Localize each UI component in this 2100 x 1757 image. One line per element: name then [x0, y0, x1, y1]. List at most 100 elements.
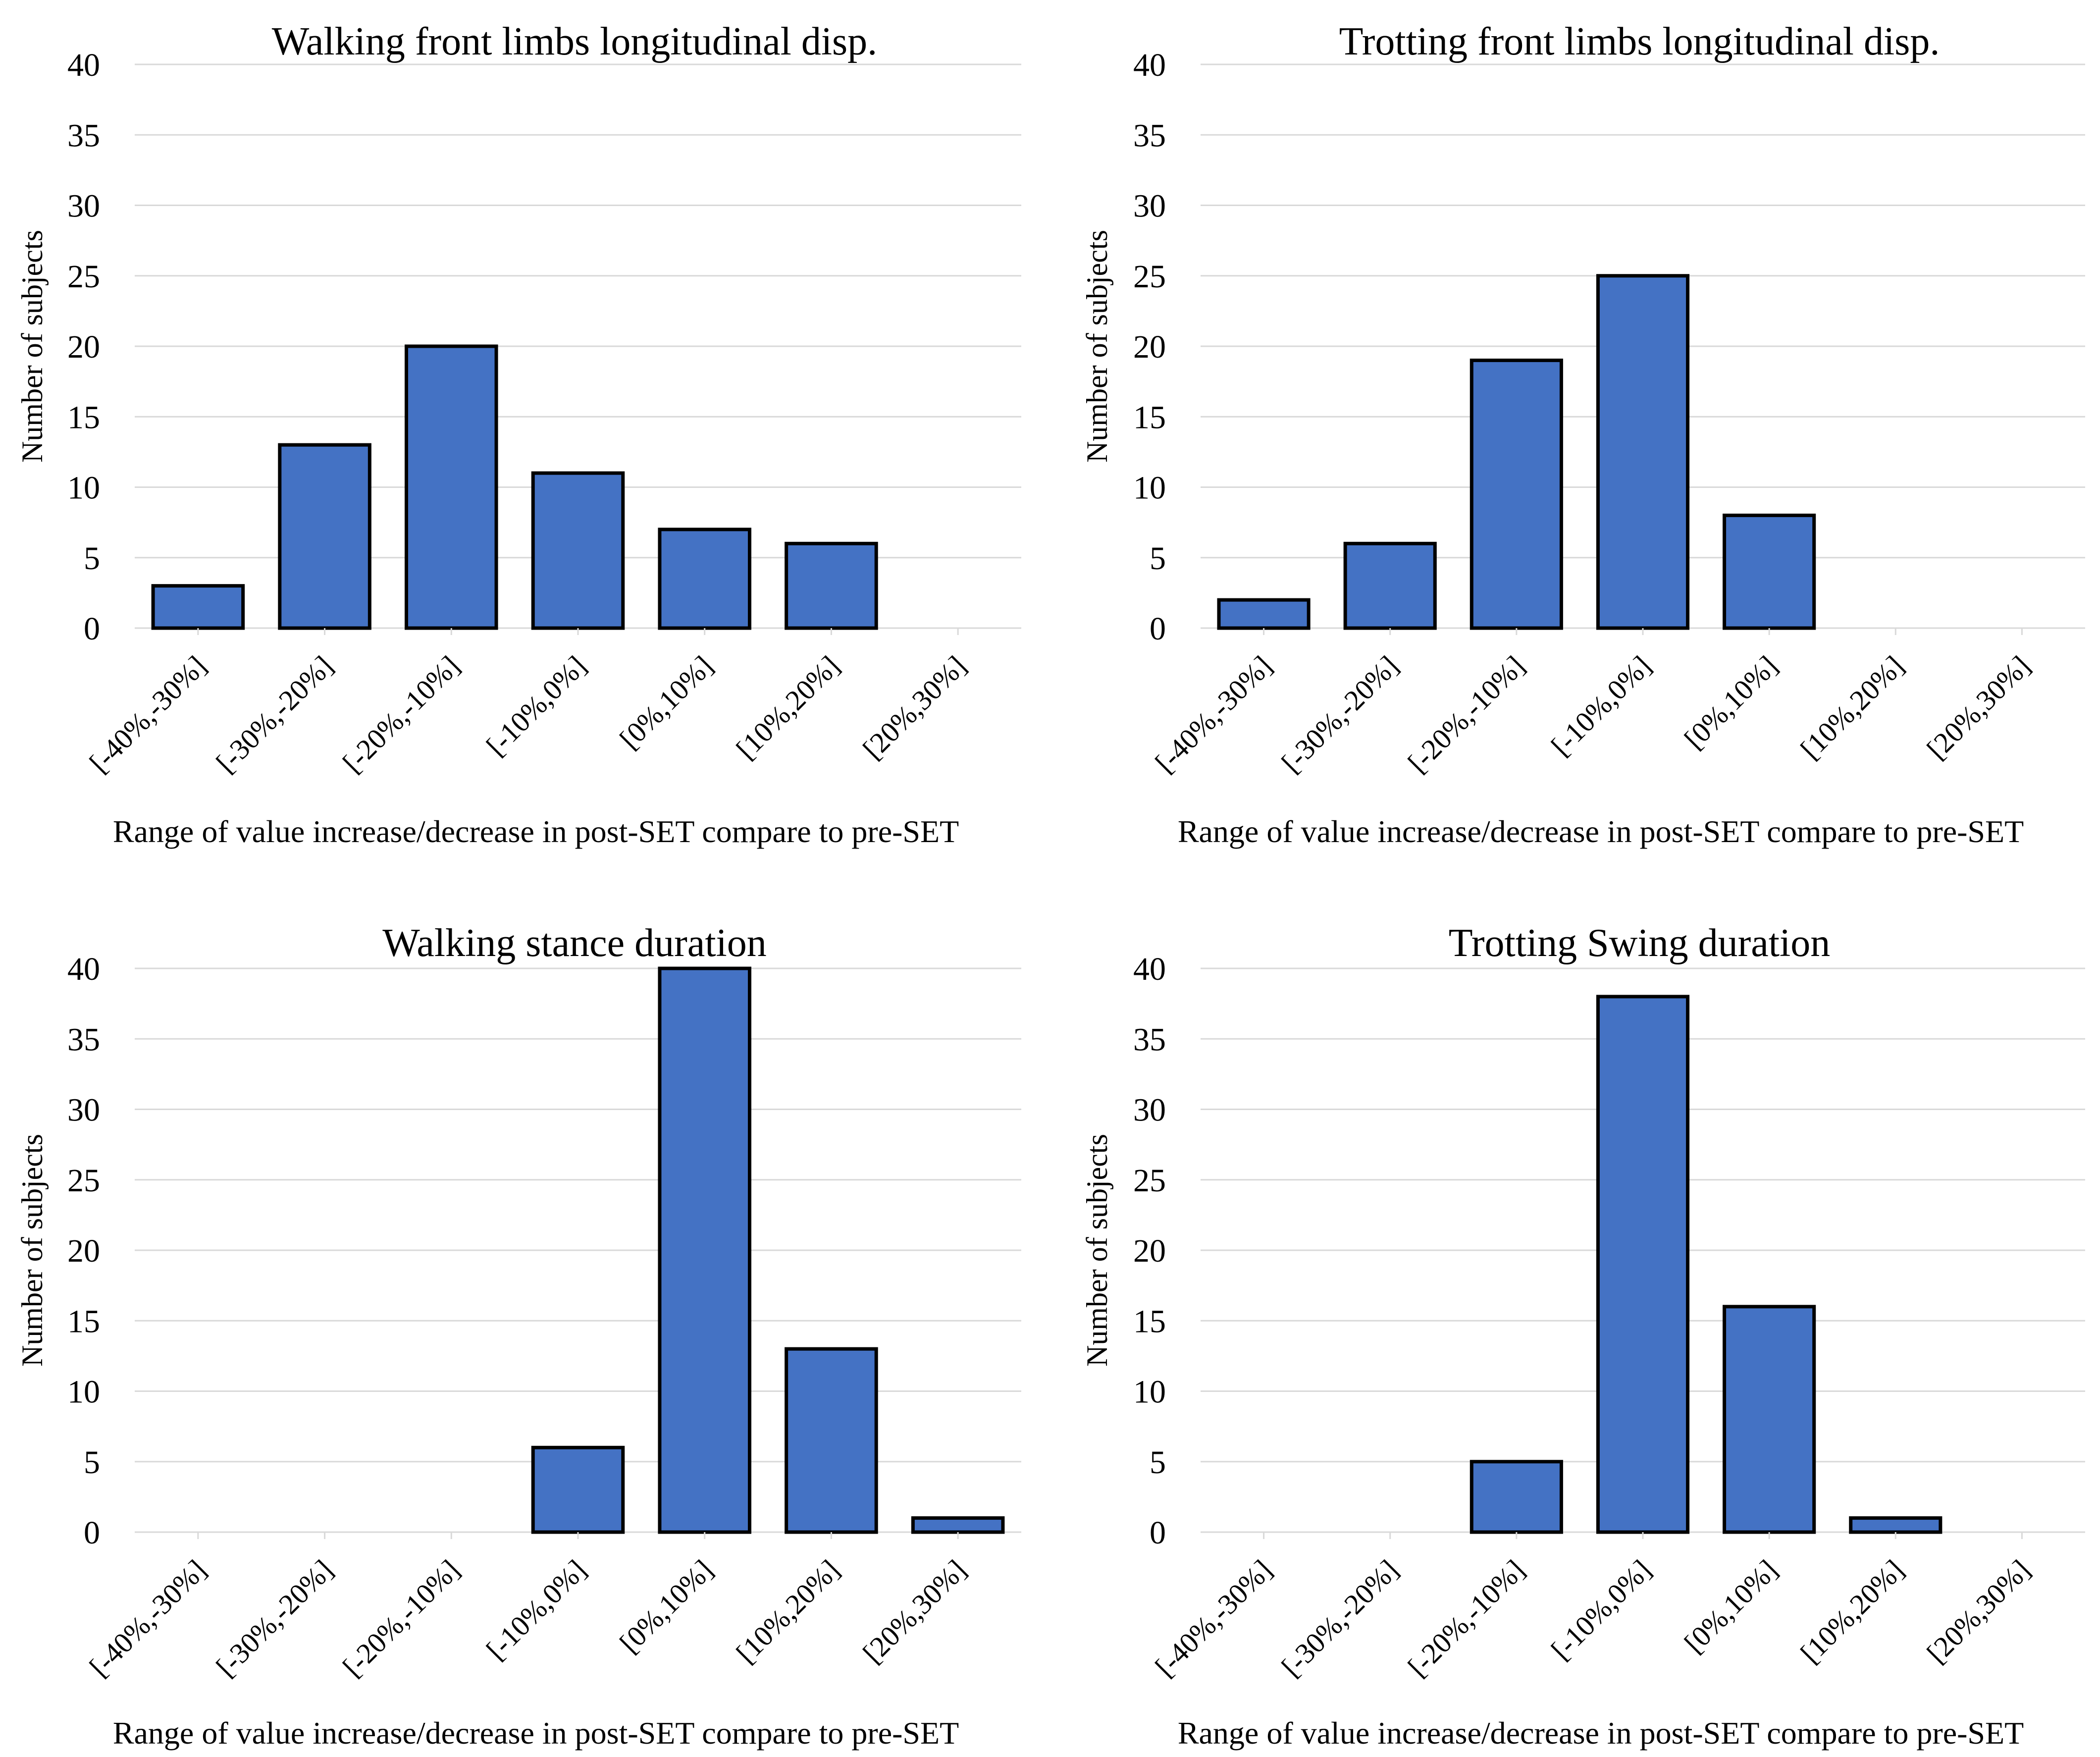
x-axis-label: Range of value increase/decrease in post…	[113, 1715, 959, 1751]
y-tick-label: 30	[1133, 1092, 1166, 1128]
y-tick-label: 15	[1133, 399, 1166, 435]
y-tick-label: 20	[1133, 329, 1166, 365]
y-tick-label: 20	[67, 1233, 100, 1269]
y-axis-label: Number of subjects	[1081, 230, 1113, 463]
x-tick-label: [-20%,-10%]	[1402, 1553, 1531, 1683]
y-tick-label: 25	[67, 259, 100, 295]
x-tick-label: [-30%,-20%]	[1275, 649, 1405, 779]
bar	[1723, 513, 1816, 630]
x-tick-label: [-40%,-30%]	[83, 1553, 212, 1683]
bar	[1217, 598, 1311, 630]
y-tick-label: 20	[1133, 1233, 1166, 1269]
chart-panel-4: 0510152025303540[-40%,-30%][-30%,-20%][-…	[1081, 921, 2085, 1751]
bar	[658, 966, 751, 1534]
y-tick-label: 5	[84, 1444, 100, 1481]
x-tick-label: [0%,10%]	[1678, 1553, 1784, 1659]
bar	[785, 1347, 878, 1534]
bar	[1849, 1516, 1942, 1534]
y-tick-label: 10	[1133, 1374, 1166, 1410]
chart-title: Trotting front limbs longitudinal disp.	[1339, 20, 1940, 63]
y-axis-label: Number of subjects	[16, 230, 49, 463]
x-tick-label: [-20%,-10%]	[336, 1553, 466, 1683]
x-tick-label: [20%,30%]	[1921, 1553, 2037, 1669]
y-tick-label: 5	[1150, 1444, 1166, 1481]
x-tick-label: [0%,10%]	[1678, 649, 1784, 755]
x-tick-label: [10%,20%]	[1794, 649, 1910, 765]
y-tick-label: 15	[67, 399, 100, 435]
y-tick-label: 15	[1133, 1303, 1166, 1339]
x-tick-label: [-40%,-30%]	[83, 649, 212, 779]
y-tick-label: 25	[1133, 259, 1166, 295]
x-tick-label: [0%,10%]	[614, 649, 719, 755]
x-tick-label: [-10%,0%]	[1545, 1553, 1657, 1666]
bar	[1470, 1460, 1563, 1534]
bar	[1343, 541, 1437, 630]
bar	[405, 344, 498, 630]
x-tick-label: [20%,30%]	[1921, 649, 2037, 765]
x-tick-label: [-20%,-10%]	[1402, 649, 1531, 779]
x-tick-label: [-30%,-20%]	[1275, 1553, 1405, 1683]
x-axis-label: Range of value increase/decrease in post…	[1178, 1715, 2024, 1751]
y-tick-label: 10	[67, 470, 100, 506]
x-tick-label: [-40%,-30%]	[1149, 1553, 1278, 1683]
y-tick-label: 0	[84, 1515, 100, 1551]
x-tick-label: [-30%,-20%]	[210, 1553, 339, 1683]
x-tick-label: [-30%,-20%]	[210, 649, 339, 779]
y-tick-label: 30	[67, 1092, 100, 1128]
y-axis-label: Number of subjects	[16, 1134, 49, 1367]
y-tick-label: 35	[67, 1021, 100, 1058]
y-tick-label: 40	[67, 47, 100, 83]
y-tick-label: 30	[1133, 188, 1166, 224]
y-tick-label: 40	[1133, 951, 1166, 987]
bar	[658, 528, 751, 630]
chart-title: Walking front limbs longitudinal disp.	[272, 20, 877, 63]
x-tick-label: [20%,30%]	[856, 1553, 972, 1669]
bar	[1596, 995, 1690, 1534]
chart-panel-1: 0510152025303540[-40%,-30%][-30%,-20%][-…	[16, 20, 1021, 849]
x-axis-label: Range of value increase/decrease in post…	[113, 814, 959, 849]
y-tick-label: 10	[67, 1374, 100, 1410]
chart-panel-2: 0510152025303540[-40%,-30%][-30%,-20%][-…	[1081, 20, 2085, 849]
y-tick-label: 30	[67, 188, 100, 224]
y-tick-label: 35	[1133, 117, 1166, 154]
y-tick-label: 5	[84, 540, 100, 577]
x-tick-label: [-20%,-10%]	[336, 649, 466, 779]
y-tick-label: 15	[67, 1303, 100, 1339]
bar	[1470, 358, 1563, 630]
y-tick-label: 25	[1133, 1163, 1166, 1199]
y-tick-label: 0	[1150, 1515, 1166, 1551]
y-axis-label: Number of subjects	[1081, 1134, 1113, 1367]
chart-title: Walking stance duration	[382, 921, 767, 965]
y-tick-label: 5	[1150, 540, 1166, 577]
x-tick-label: [0%,10%]	[614, 1553, 719, 1659]
x-tick-label: [10%,20%]	[730, 649, 846, 765]
chart-title: Trotting Swing duration	[1449, 921, 1830, 965]
x-tick-label: [-10%,0%]	[1545, 649, 1657, 762]
bar	[1596, 274, 1690, 630]
x-tick-label: [-10%,0%]	[480, 1553, 592, 1666]
bar	[151, 584, 245, 630]
x-tick-label: [-40%,-30%]	[1149, 649, 1278, 779]
bar	[278, 443, 371, 630]
x-tick-label: [-10%,0%]	[480, 649, 592, 762]
x-axis-label: Range of value increase/decrease in post…	[1178, 814, 2024, 849]
y-tick-label: 35	[67, 117, 100, 154]
y-tick-label: 35	[1133, 1021, 1166, 1058]
y-tick-label: 0	[84, 611, 100, 647]
y-tick-label: 40	[67, 951, 100, 987]
y-tick-label: 25	[67, 1163, 100, 1199]
chart-panel-3: 0510152025303540[-40%,-30%][-30%,-20%][-…	[16, 921, 1021, 1751]
y-tick-label: 20	[67, 329, 100, 365]
bar	[531, 471, 625, 630]
y-tick-label: 10	[1133, 470, 1166, 506]
y-tick-label: 40	[1133, 47, 1166, 83]
x-tick-label: [10%,20%]	[1794, 1553, 1910, 1669]
y-tick-label: 0	[1150, 611, 1166, 647]
bar	[785, 541, 878, 630]
bar	[1723, 1305, 1816, 1534]
x-tick-label: [20%,30%]	[856, 649, 972, 765]
x-tick-label: [10%,20%]	[730, 1553, 846, 1669]
bar	[911, 1516, 1005, 1534]
bar	[531, 1445, 625, 1534]
